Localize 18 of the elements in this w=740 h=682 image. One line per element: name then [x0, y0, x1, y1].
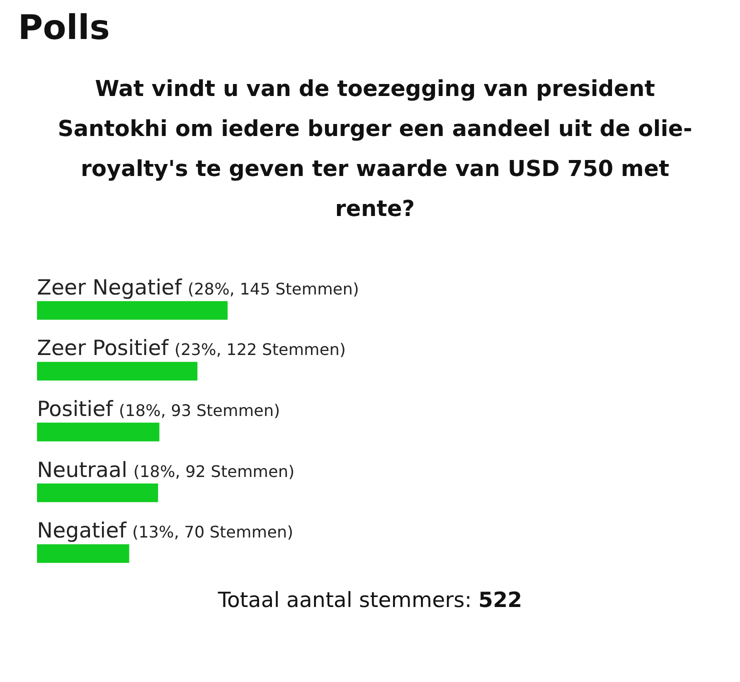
- bar: [37, 301, 228, 320]
- data-label: (18%, 92 Stemmen): [133, 462, 294, 481]
- bar: [37, 483, 158, 502]
- y-tick-label: Negatief: [37, 518, 127, 543]
- data-label: (13%, 70 Stemmen): [132, 522, 294, 542]
- y-tick-label: Zeer Negatief: [37, 275, 182, 300]
- y-tick-label: Neutraal: [37, 458, 128, 482]
- data-label: (28%, 145 Stemmen): [188, 279, 360, 298]
- y-tick-label: Zeer Positief: [37, 336, 170, 360]
- text: Totaal aantal stemmers: 522: [218, 588, 522, 612]
- data-label: (23%, 122 Stemmen): [174, 340, 346, 360]
- bar: [37, 422, 160, 442]
- text: Wat vindt u van de toezegging van president Santokhi om iedere burger een aandeel uit de olie-royalty's te geven ter waarde van USD 750 met rente?: [56, 76, 694, 224]
- y-tick-label: Positief: [37, 397, 114, 421]
- data-label: (18%, 93 Stemmen): [118, 401, 280, 420]
- chart-title: Polls: [18, 8, 111, 48]
- bar: [37, 362, 198, 381]
- bar: [37, 544, 130, 563]
